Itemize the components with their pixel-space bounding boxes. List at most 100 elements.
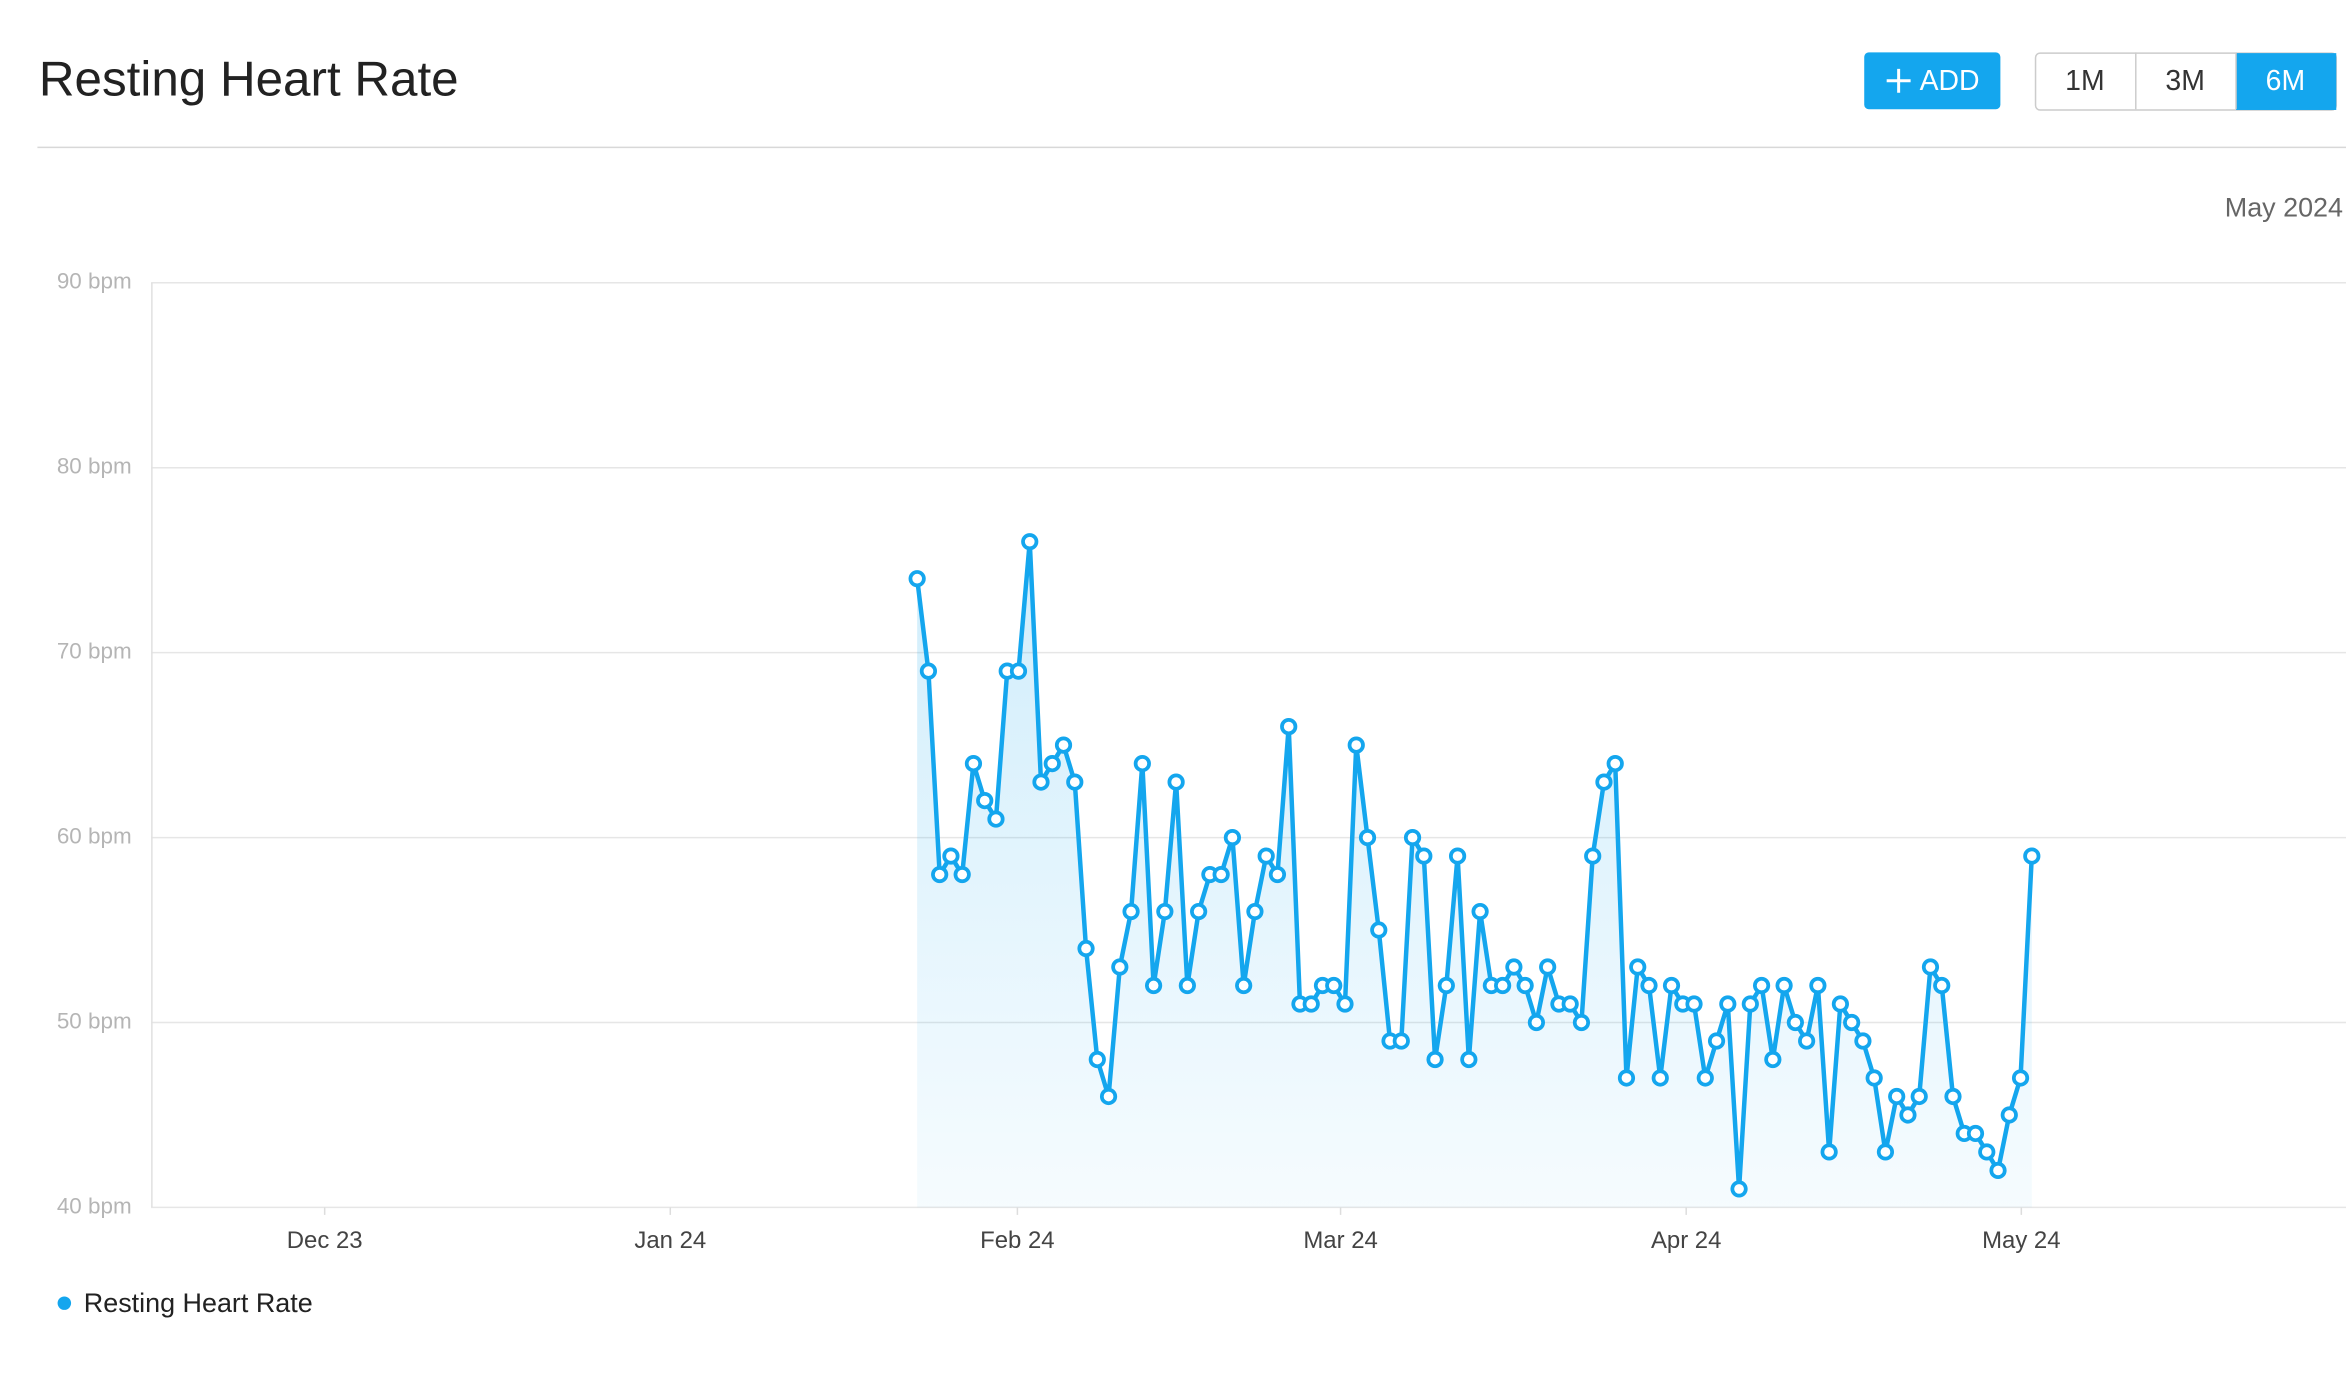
data-point [1752,976,1771,995]
data-point [1741,995,1759,1013]
x-tick-label: Jan 24 [634,1227,706,1254]
data-point [1798,1032,1816,1050]
x-tick-label: May 24 [1982,1227,2060,1254]
data-point [1302,995,1320,1013]
data-point [1257,847,1275,865]
data-point [1471,902,1489,921]
data-point [964,754,983,773]
data-point [2000,1106,2018,1124]
data-point [1268,865,1287,884]
x-tick-label: Apr 24 [1651,1227,1721,1254]
data-point [953,865,971,884]
data-point [1403,828,1422,847]
data-point [1696,1069,1714,1087]
data-point [1122,902,1140,921]
data-point [1640,976,1658,995]
data-point [1246,902,1264,921]
legend-dot [57,1296,72,1310]
data-point [942,847,960,865]
page-title: Resting Heart Rate [39,51,459,106]
range-label: 1M [2065,65,2104,97]
data-point [1584,847,1602,865]
data-point [1415,847,1433,865]
data-point [1505,958,1523,976]
data-point [1370,921,1388,939]
period-label: May 2024 [2225,193,2343,223]
data-point [1629,958,1647,976]
add-icon [1886,68,1911,93]
data-point [1651,1069,1669,1087]
data-point [919,662,938,680]
data-point [1325,976,1343,995]
x-tick-label: Dec 23 [287,1227,363,1254]
y-tick-label: 80 bpm [57,454,132,479]
data-point [1043,754,1061,773]
data-point [1516,976,1534,995]
data-point [1865,1069,1883,1087]
data-point [1448,847,1467,865]
area [917,541,2032,1208]
legend-label: Resting Heart Rate [84,1288,313,1318]
data-point [1235,976,1253,995]
data-point [1336,995,1354,1013]
data-point [1437,976,1455,995]
x-tick-label: Mar 24 [1303,1227,1377,1254]
data-point [1111,958,1129,976]
data-point [1730,1180,1748,1198]
y-tick-label: 40 bpm [57,1193,132,1218]
data-point [1009,662,1028,680]
y-tick-label: 60 bpm [57,823,132,848]
data-point [1572,1013,1591,1032]
data-point [2011,1069,2030,1087]
data-point [1899,1106,1917,1124]
data-point [1966,1124,1985,1143]
data-point [1280,718,1298,736]
data-point [1561,995,1579,1013]
data-point [1190,902,1208,921]
data-point [976,791,994,810]
data-point [1358,828,1377,847]
add-button[interactable] [1864,52,2001,110]
data-point [1054,736,1073,754]
data-point [1223,828,1242,847]
data-point [1707,1032,1726,1050]
data-point [1606,754,1624,773]
data-point [1854,1032,1872,1050]
data-point [1021,533,1039,551]
data-point [1820,1143,1838,1161]
data-point [1719,995,1737,1013]
range-label: 3M [2165,65,2204,97]
data-point [1944,1087,1962,1106]
data-point [2023,847,2041,865]
data-point [1775,976,1793,995]
data-point [1764,1050,1782,1069]
data-point [1032,773,1050,791]
data-point [1978,1143,1996,1161]
data-point [1347,736,1365,754]
data-point [1144,976,1163,995]
data-point [1527,1013,1546,1032]
data-point [1426,1050,1444,1069]
data-point [1989,1161,2007,1180]
data-point [1077,939,1095,958]
data-point [1888,1087,1906,1106]
data-point [1066,773,1084,791]
data-point [1843,1013,1861,1032]
data-point [1460,1050,1478,1069]
line [914,539,2035,1192]
data-point [1617,1069,1636,1087]
range-selector: 1M 3M 6M [2034,52,2338,111]
y-tick-label: 70 bpm [57,639,132,664]
data-point [1099,1087,1118,1106]
data-point [931,865,949,884]
data-point [1494,976,1512,995]
data-point [1685,995,1703,1013]
range-button-active[interactable] [2236,53,2337,110]
data-point [1933,976,1951,995]
data-point [1809,976,1827,995]
add-label: ADD [1920,65,1980,97]
range-label: 6M [2266,65,2305,97]
data-point [1167,773,1185,791]
data-point [987,810,1005,828]
data-point [1133,754,1151,773]
